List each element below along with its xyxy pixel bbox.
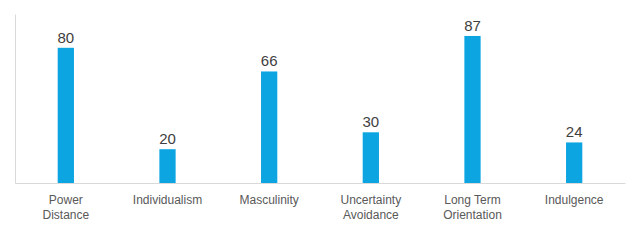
x-tick-label: Indulgence <box>545 193 604 207</box>
data-label: 80 <box>57 29 74 46</box>
x-tick-label: UncertaintyAvoidance <box>340 193 401 222</box>
data-label: 20 <box>159 130 176 147</box>
plot: PowerDistance Individualism Masculinity Unc… <box>16 15 626 222</box>
x-tick: Masculinity <box>239 183 298 207</box>
x-tick-label-line: Power <box>49 193 83 207</box>
chart: PowerDistance Individualism Masculinity Unc… <box>0 0 640 242</box>
data-label: 24 <box>566 123 583 140</box>
x-tick: UncertaintyAvoidance <box>340 183 401 222</box>
x-tick-label: Masculinity <box>239 193 298 207</box>
y-axis <box>15 15 16 184</box>
y-axis-line <box>15 15 16 184</box>
x-tick-label-line: Uncertainty <box>340 193 401 207</box>
bar <box>566 142 582 183</box>
x-axis-line <box>16 183 626 184</box>
x-tick: PowerDistance <box>42 183 89 222</box>
bar <box>464 36 480 183</box>
data-label: 87 <box>464 17 481 34</box>
x-tick-label-line: Avoidance <box>343 208 399 222</box>
x-tick-label-line: Distance <box>42 208 89 222</box>
data-label: 30 <box>362 113 379 130</box>
data-labels: 80 20 66 30 87 24 <box>57 17 582 147</box>
bar <box>58 48 74 183</box>
bar <box>363 132 379 183</box>
x-tick-label-line: Masculinity <box>239 193 298 207</box>
x-tick: Individualism <box>133 183 202 207</box>
x-tick-label-line: Indulgence <box>545 193 604 207</box>
x-tick: Long TermOrientation <box>443 183 502 222</box>
x-axis: PowerDistance Individualism Masculinity Unc… <box>16 183 626 222</box>
x-tick-label-line: Individualism <box>133 193 202 207</box>
bar <box>261 71 277 183</box>
x-tick-label: Long TermOrientation <box>443 193 502 222</box>
bar <box>159 149 175 183</box>
x-tick-label-line: Orientation <box>443 208 502 222</box>
x-tick-label-line: Long Term <box>444 193 500 207</box>
x-tick-label: PowerDistance <box>42 193 89 222</box>
x-tick: Indulgence <box>545 183 604 207</box>
x-tick-label: Individualism <box>133 193 202 207</box>
bars <box>58 36 583 183</box>
data-label: 66 <box>261 52 278 69</box>
